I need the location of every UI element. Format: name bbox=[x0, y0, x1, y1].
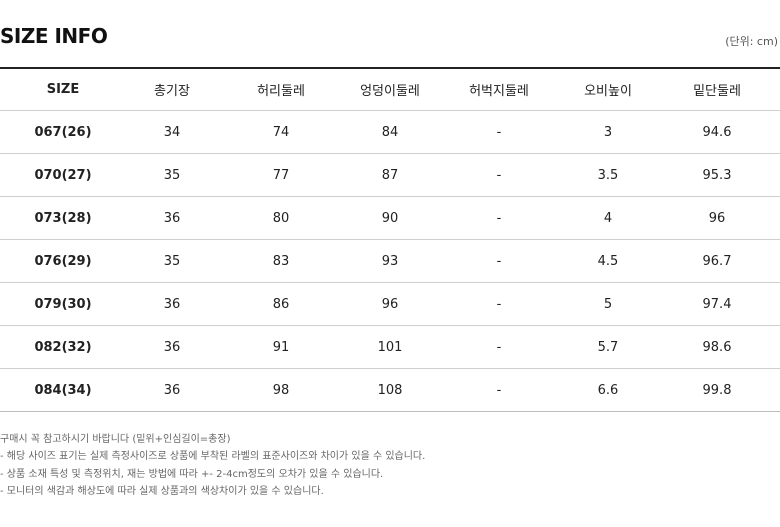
size-cell: 073(28) bbox=[0, 196, 126, 240]
total-length-cell: 36 bbox=[126, 196, 218, 240]
waistband-height-cell: 4.5 bbox=[562, 239, 654, 283]
column-header-hip: 엉덩이둘레 bbox=[344, 68, 436, 111]
waist-cell: 91 bbox=[218, 325, 344, 369]
waist-cell: 98 bbox=[218, 368, 344, 412]
column-header-waistband-height: 오비높이 bbox=[562, 68, 654, 111]
column-header-waist: 허리둘레 bbox=[218, 68, 344, 111]
thigh-cell: - bbox=[436, 196, 562, 240]
table-row: 082(32) 36 91 101 - 5.7 98.6 bbox=[0, 325, 780, 369]
waistband-height-cell: 5 bbox=[562, 282, 654, 326]
thigh-cell: - bbox=[436, 325, 562, 369]
hip-cell: 84 bbox=[344, 110, 436, 154]
hem-cell: 95.3 bbox=[654, 153, 780, 197]
table-row: 084(34) 36 98 108 - 6.6 99.8 bbox=[0, 368, 780, 412]
hem-cell: 96 bbox=[654, 196, 780, 240]
note-line: - 해당 사이즈 표기는 실제 측정사이즈로 상품에 부착된 라벨의 표준사이즈… bbox=[0, 451, 426, 463]
waistband-height-cell: 5.7 bbox=[562, 325, 654, 369]
waistband-height-cell: 6.6 bbox=[562, 368, 654, 412]
waistband-height-cell: 4 bbox=[562, 196, 654, 240]
size-cell: 079(30) bbox=[0, 282, 126, 326]
hem-cell: 97.4 bbox=[654, 282, 780, 326]
waist-cell: 77 bbox=[218, 153, 344, 197]
waist-cell: 86 bbox=[218, 282, 344, 326]
hip-cell: 96 bbox=[344, 282, 436, 326]
total-length-cell: 36 bbox=[126, 325, 218, 369]
hem-cell: 94.6 bbox=[654, 110, 780, 154]
total-length-cell: 35 bbox=[126, 153, 218, 197]
hem-cell: 98.6 bbox=[654, 325, 780, 369]
page-title: SIZE INFO bbox=[0, 24, 108, 48]
waist-cell: 74 bbox=[218, 110, 344, 154]
size-cell: 084(34) bbox=[0, 368, 126, 412]
size-table: SIZE 총기장 허리둘레 엉덩이둘레 허벅지둘레 오비높이 밑단둘레 067(… bbox=[0, 67, 780, 412]
note-line: - 상품 소재 특성 및 측정위치, 재는 방법에 따라 +- 2-4cm정도의… bbox=[0, 468, 384, 480]
table-header: SIZE 총기장 허리둘레 엉덩이둘레 허벅지둘레 오비높이 밑단둘레 bbox=[0, 68, 780, 111]
thigh-cell: - bbox=[436, 368, 562, 412]
total-length-cell: 35 bbox=[126, 239, 218, 283]
column-header-thigh: 허벅지둘레 bbox=[436, 68, 562, 111]
column-header-total-length: 총기장 bbox=[126, 68, 218, 111]
total-length-cell: 36 bbox=[126, 368, 218, 412]
size-cell: 082(32) bbox=[0, 325, 126, 369]
table-row: 067(26) 34 74 84 - 3 94.6 bbox=[0, 110, 780, 154]
header-row: SIZE 총기장 허리둘레 엉덩이둘레 허벅지둘레 오비높이 밑단둘레 bbox=[0, 68, 780, 111]
thigh-cell: - bbox=[436, 239, 562, 283]
table-row: 073(28) 36 80 90 - 4 96 bbox=[0, 196, 780, 240]
size-cell: 067(26) bbox=[0, 110, 126, 154]
table-row: 070(27) 35 77 87 - 3.5 95.3 bbox=[0, 153, 780, 197]
size-cell: 076(29) bbox=[0, 239, 126, 283]
table-row: 079(30) 36 86 96 - 5 97.4 bbox=[0, 282, 780, 326]
size-cell: 070(27) bbox=[0, 153, 126, 197]
waistband-height-cell: 3 bbox=[562, 110, 654, 154]
unit-label: (단위: cm) bbox=[725, 35, 778, 48]
waist-cell: 83 bbox=[218, 239, 344, 283]
thigh-cell: - bbox=[436, 282, 562, 326]
hem-cell: 99.8 bbox=[654, 368, 780, 412]
column-header-size: SIZE bbox=[0, 68, 126, 111]
table-body: 067(26) 34 74 84 - 3 94.6 070(27) 35 77 … bbox=[0, 110, 780, 412]
hip-cell: 90 bbox=[344, 196, 436, 240]
hip-cell: 101 bbox=[344, 325, 436, 369]
hem-cell: 96.7 bbox=[654, 239, 780, 283]
thigh-cell: - bbox=[436, 110, 562, 154]
waist-cell: 80 bbox=[218, 196, 344, 240]
hip-cell: 108 bbox=[344, 368, 436, 412]
hip-cell: 93 bbox=[344, 239, 436, 283]
notes-section: 구매시 꼭 참고하시기 바랍니다 (밑위+인심길이=총장) - 해당 사이즈 표… bbox=[0, 431, 425, 500]
total-length-cell: 36 bbox=[126, 282, 218, 326]
column-header-hem: 밑단둘레 bbox=[654, 68, 780, 111]
note-line: 구매시 꼭 참고하시기 바랍니다 (밑위+인심길이=총장) bbox=[0, 434, 231, 445]
thigh-cell: - bbox=[436, 153, 562, 197]
hip-cell: 87 bbox=[344, 153, 436, 197]
waistband-height-cell: 3.5 bbox=[562, 153, 654, 197]
table-row: 076(29) 35 83 93 - 4.5 96.7 bbox=[0, 239, 780, 283]
total-length-cell: 34 bbox=[126, 110, 218, 154]
note-line: - 모니터의 색감과 해상도에 따라 실제 상품과의 색상차이가 있을 수 있습… bbox=[0, 485, 324, 497]
